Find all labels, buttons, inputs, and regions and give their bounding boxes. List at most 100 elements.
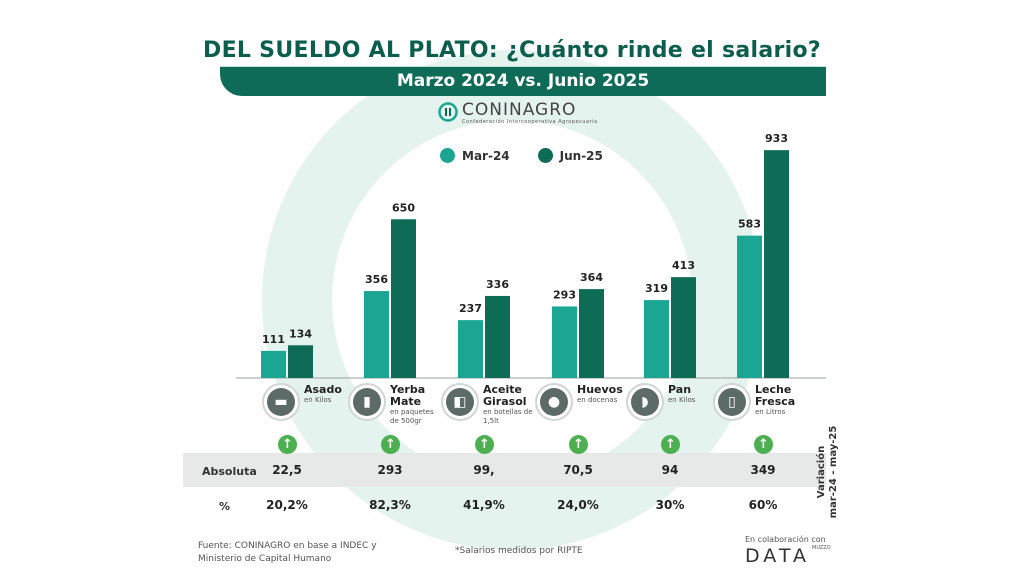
increase-arrow-icon: ↑ bbox=[661, 435, 680, 454]
absolute-variation-cell: 94 bbox=[661, 463, 679, 477]
category-name-line: Pan bbox=[668, 383, 692, 396]
bar-jun25-5 bbox=[764, 150, 789, 378]
category-label: Yerba Mate en paquetes de 500gr bbox=[390, 384, 442, 426]
variation-axis-label: Variación mar-24 - may-25 bbox=[816, 412, 844, 532]
data-logo: DATA bbox=[745, 545, 810, 567]
category-name-line: Huevos bbox=[577, 383, 623, 396]
category-2: ◧ Aceite Girasol en botellas de 1,5lt bbox=[441, 381, 541, 431]
legend-item-jun25: Jun-25 bbox=[537, 148, 603, 163]
page-title: DEL SUELDO AL PLATO: ¿Cuánto rinde el sa… bbox=[203, 38, 821, 63]
variation-axis-period: mar-24 - may-25 bbox=[828, 425, 839, 519]
bar-value-label: 364 bbox=[580, 271, 603, 284]
source-note: Fuente: CONINAGRO en base a INDEC y Mini… bbox=[198, 540, 377, 566]
increase-arrow-icon: ↑ bbox=[278, 435, 297, 454]
percent-variation-cell: 82,3% bbox=[369, 498, 411, 512]
legend-label-jun25: Jun-25 bbox=[559, 148, 603, 163]
absolute-variation-cell: 22,5 bbox=[272, 463, 302, 477]
category-name-line: Mate bbox=[390, 395, 422, 408]
bar-value-label: 583 bbox=[738, 218, 761, 231]
bar-mar24-0 bbox=[261, 350, 286, 378]
bar-value-label: 413 bbox=[672, 259, 695, 272]
category-label: Aceite Girasol en botellas de 1,5lt bbox=[483, 384, 535, 426]
bar-value-label: 336 bbox=[486, 278, 509, 291]
legend-swatch-jun25 bbox=[537, 148, 553, 163]
bar-mar24-4 bbox=[644, 300, 669, 378]
category-unit: en Litros bbox=[755, 408, 786, 416]
milk-carton-icon: ▯ bbox=[713, 383, 751, 421]
category-unit: en paquetes de 500gr bbox=[390, 408, 434, 425]
increase-arrow-icon: ↑ bbox=[754, 435, 773, 454]
category-label: Huevos en docenas bbox=[577, 384, 623, 405]
source-line-1: Fuente: CONINAGRO en base a INDEC y bbox=[198, 541, 377, 551]
absolute-variation-band bbox=[183, 453, 826, 487]
yerba-package-icon: ▮ bbox=[348, 383, 386, 421]
eggs-icon: ● bbox=[535, 383, 573, 421]
category-name-line: Girasol bbox=[483, 395, 527, 408]
category-name-line: Leche bbox=[755, 383, 792, 396]
category-name-line: Yerba bbox=[390, 383, 426, 396]
bar-jun25-4 bbox=[671, 277, 696, 378]
category-unit: en docenas bbox=[577, 396, 618, 404]
category-label: Pan en Kilos bbox=[668, 384, 695, 405]
oil-bottle-icon-glyph: ◧ bbox=[446, 388, 474, 416]
absolute-variation-cell: 349 bbox=[750, 463, 776, 477]
percent-variation-cell: 30% bbox=[655, 498, 685, 512]
percent-row-label: % bbox=[219, 500, 231, 513]
bar-mar24-2 bbox=[458, 320, 483, 378]
coninagro-logo: CONINAGRO Confederación Intercooperativa… bbox=[438, 100, 598, 130]
bar-jun25-3 bbox=[579, 289, 604, 378]
increase-arrow-icon: ↑ bbox=[381, 435, 400, 454]
bar-jun25-0 bbox=[288, 345, 313, 378]
logo-name: CONINAGRO bbox=[462, 100, 577, 120]
logo-tagline: Confederación Intercooperativa Agropecua… bbox=[462, 119, 598, 125]
collab-label: En colaboración con bbox=[745, 535, 826, 544]
bar-value-label: 650 bbox=[392, 201, 415, 214]
coninagro-logo-icon bbox=[438, 102, 458, 122]
bar-mar24-3 bbox=[552, 306, 577, 378]
percent-variation-cell: 41,9% bbox=[463, 498, 505, 512]
bar-value-label: 319 bbox=[645, 282, 668, 295]
meat-icon: ▬ bbox=[262, 383, 300, 421]
bar-value-label: 134 bbox=[289, 327, 312, 340]
percent-variation-cell: 20,2% bbox=[266, 498, 308, 512]
bar-value-label: 356 bbox=[365, 273, 388, 286]
bar-jun25-2 bbox=[485, 295, 510, 378]
ripte-note: *Salarios medidos por RIPTE bbox=[455, 546, 583, 556]
category-4: ◗ Pan en Kilos bbox=[626, 381, 726, 431]
category-unit: en Kilos bbox=[304, 396, 332, 404]
source-line-2: Ministerio de Capital Humano bbox=[198, 554, 332, 564]
bar-value-label: 111 bbox=[262, 333, 285, 346]
variation-axis-title: Variación bbox=[816, 445, 827, 499]
variation-axis-label-text: Variación mar-24 - may-25 bbox=[816, 412, 840, 532]
legend-label-mar24: Mar-24 bbox=[462, 148, 510, 163]
bread-icon: ◗ bbox=[626, 383, 664, 421]
category-unit: en Kilos bbox=[668, 396, 696, 404]
absolute-variation-cell: 70,5 bbox=[563, 463, 593, 477]
bar-jun25-1 bbox=[391, 219, 416, 378]
meat-icon-glyph: ▬ bbox=[267, 388, 295, 416]
percent-variation-cell: 60% bbox=[748, 498, 778, 512]
yerba-package-icon-glyph: ▮ bbox=[353, 388, 381, 416]
category-1: ▮ Yerba Mate en paquetes de 500gr bbox=[348, 381, 448, 431]
absolute-row-label: Absoluta bbox=[202, 465, 257, 478]
category-name-line: Asado bbox=[304, 383, 342, 396]
category-3: ● Huevos en docenas bbox=[535, 381, 635, 431]
subtitle-banner: Marzo 2024 vs. Junio 2025 bbox=[220, 67, 826, 96]
category-0: ▬ Asado en Kilos bbox=[262, 381, 362, 431]
category-name-line: Aceite bbox=[483, 383, 522, 396]
data-logo-superscript: MUZZO bbox=[812, 545, 831, 551]
legend-item-mar24: Mar-24 bbox=[440, 148, 510, 163]
percent-variation-cell: 24,0% bbox=[557, 498, 599, 512]
increase-arrow-icon: ↑ bbox=[475, 435, 494, 454]
category-5: ▯ Leche Fresca en Litros bbox=[713, 381, 813, 431]
oil-bottle-icon: ◧ bbox=[441, 383, 479, 421]
milk-carton-icon-glyph: ▯ bbox=[718, 388, 746, 416]
chart-legend: Mar-24 Jun-25 bbox=[440, 148, 603, 163]
category-label: Leche Fresca en Litros bbox=[755, 384, 795, 417]
absolute-variation-cell: 99, bbox=[473, 463, 495, 477]
bar-mar24-5 bbox=[737, 235, 762, 378]
category-unit: en botellas de 1,5lt bbox=[483, 408, 533, 425]
bar-value-label: 293 bbox=[553, 288, 576, 301]
category-name-line: Fresca bbox=[755, 395, 796, 408]
